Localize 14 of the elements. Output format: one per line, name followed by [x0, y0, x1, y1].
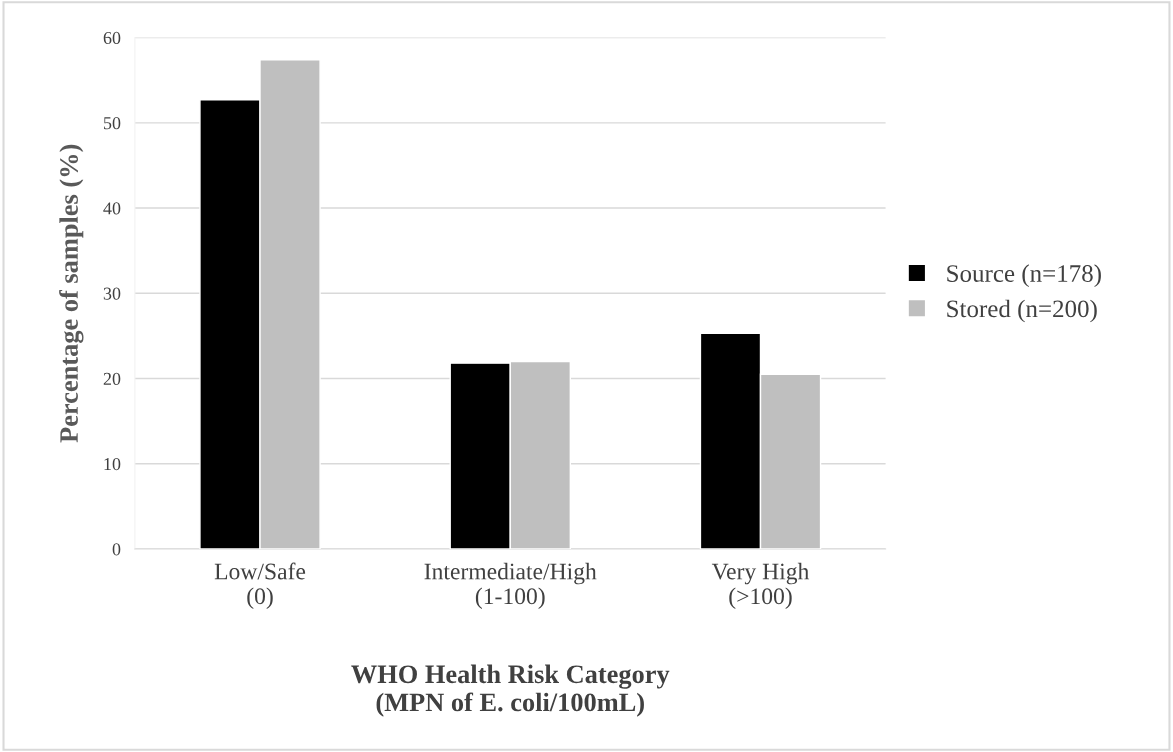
y-tick-label: 20 — [103, 372, 121, 385]
legend-label: Stored (n=200) — [947, 299, 1097, 323]
y-tick-label: 50 — [104, 117, 121, 130]
y-tick-label: 60 — [103, 31, 121, 45]
legend-label: Source (n=178) — [947, 264, 1101, 288]
y-tick-label: 40 — [103, 202, 121, 215]
x-tick-label: Very High (>100) — [711, 562, 810, 610]
y-tick-label: 10 — [104, 457, 121, 471]
x-tick-label: Low/Safe (0) — [214, 562, 306, 609]
y-axis-title: Percentage of samples (%) — [59, 144, 84, 443]
x-axis-title: WHO Health Risk Category (MPN of E. coli/100mL) — [351, 664, 670, 717]
y-tick-label: 30 — [103, 287, 121, 300]
x-tick-label: Intermediate/High (1-100) — [424, 562, 597, 610]
y-tick-label: 0 — [112, 543, 121, 556]
